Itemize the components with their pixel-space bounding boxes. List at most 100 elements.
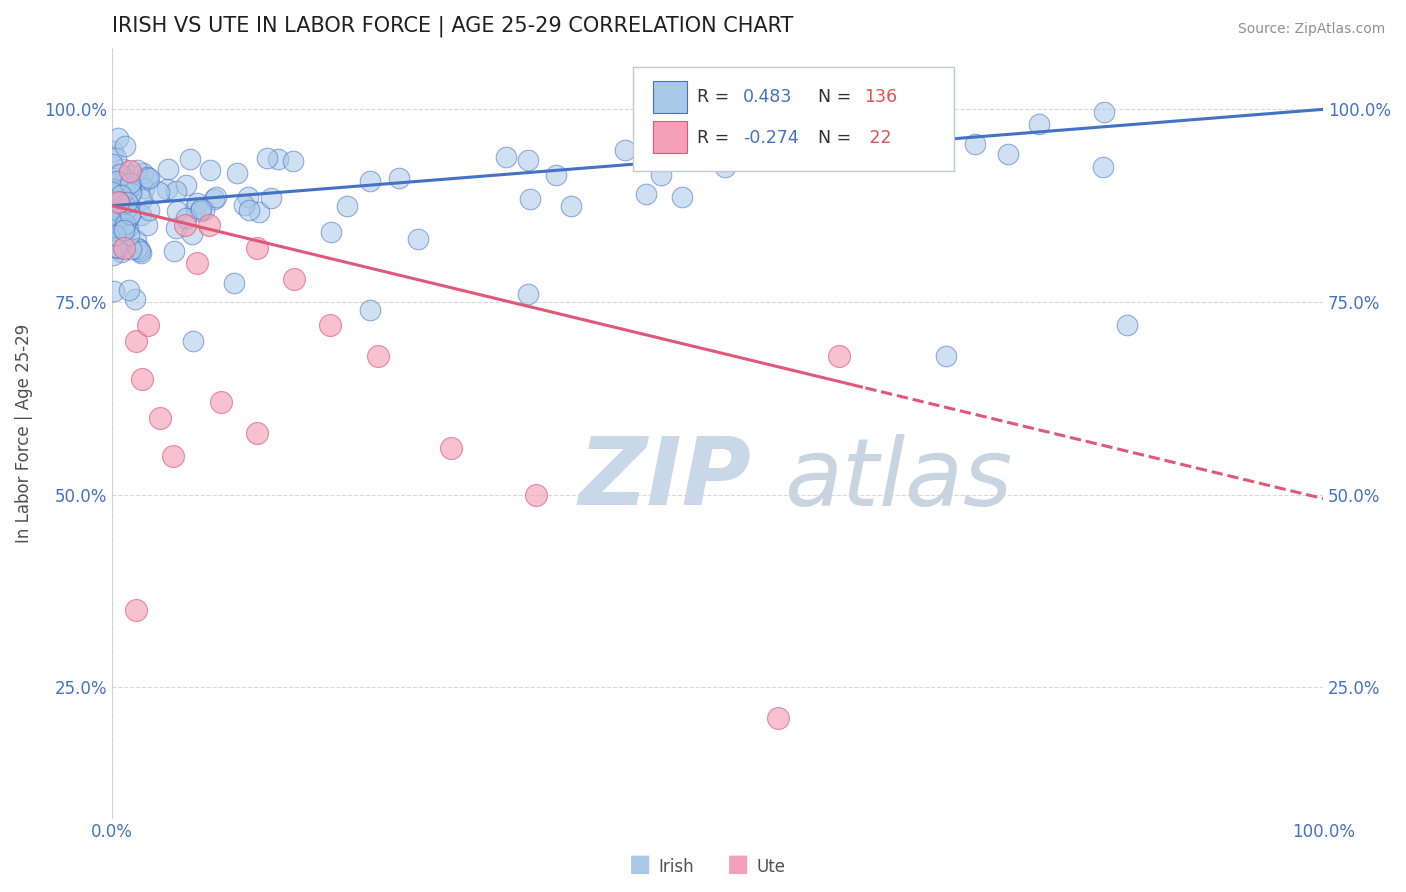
Point bbox=[115, 201, 138, 215]
Text: ■: ■ bbox=[628, 852, 651, 876]
Point bbox=[104, 202, 127, 216]
Point bbox=[131, 372, 153, 386]
Point bbox=[103, 184, 125, 198]
Point bbox=[267, 153, 290, 167]
Point bbox=[101, 180, 124, 194]
Point bbox=[118, 179, 141, 194]
Point bbox=[131, 192, 153, 206]
Point bbox=[233, 198, 256, 212]
Text: Ute: Ute bbox=[756, 858, 786, 876]
Y-axis label: In Labor Force | Age 25-29: In Labor Force | Age 25-29 bbox=[15, 324, 32, 542]
Point bbox=[129, 245, 152, 260]
Point bbox=[162, 449, 184, 463]
Point bbox=[115, 199, 138, 213]
Point bbox=[101, 185, 124, 199]
Point bbox=[440, 442, 463, 456]
Point bbox=[136, 218, 159, 232]
Point bbox=[157, 161, 180, 176]
Point bbox=[226, 166, 249, 180]
Text: ■: ■ bbox=[727, 852, 749, 876]
Point bbox=[118, 176, 141, 190]
Point bbox=[173, 218, 195, 232]
Point bbox=[135, 169, 157, 184]
Point bbox=[997, 146, 1019, 161]
Point bbox=[209, 395, 232, 409]
Point bbox=[112, 241, 135, 255]
Point bbox=[120, 164, 142, 178]
Point bbox=[104, 240, 127, 254]
Point bbox=[193, 202, 215, 217]
Point bbox=[132, 166, 155, 180]
Point bbox=[107, 241, 129, 255]
Point bbox=[827, 349, 849, 363]
Point bbox=[183, 334, 205, 348]
Point bbox=[118, 198, 141, 212]
Point bbox=[495, 151, 517, 165]
Point bbox=[181, 227, 204, 241]
Point bbox=[198, 218, 221, 232]
Text: Source: ZipAtlas.com: Source: ZipAtlas.com bbox=[1237, 22, 1385, 37]
Point bbox=[105, 151, 128, 165]
Point bbox=[136, 171, 159, 186]
Point bbox=[165, 185, 187, 199]
Point bbox=[125, 234, 148, 248]
Point bbox=[838, 109, 860, 123]
Point bbox=[114, 218, 136, 232]
Point bbox=[125, 163, 148, 178]
Point bbox=[281, 153, 304, 168]
Point bbox=[132, 181, 155, 195]
Point bbox=[1091, 160, 1114, 174]
FancyBboxPatch shape bbox=[633, 67, 953, 171]
Point bbox=[103, 219, 125, 234]
Point bbox=[118, 207, 141, 221]
Text: R =: R = bbox=[697, 88, 735, 106]
Point bbox=[120, 184, 142, 198]
Point bbox=[149, 410, 172, 425]
Point bbox=[259, 191, 281, 205]
Point bbox=[101, 182, 124, 196]
Point bbox=[114, 139, 136, 153]
Point bbox=[156, 182, 179, 196]
Point bbox=[517, 153, 540, 167]
Point bbox=[124, 292, 146, 306]
Point bbox=[111, 198, 134, 212]
Point bbox=[101, 223, 124, 237]
Point bbox=[921, 105, 943, 120]
Point bbox=[519, 192, 541, 206]
Point bbox=[517, 287, 540, 301]
Point bbox=[120, 243, 142, 257]
Point bbox=[200, 162, 222, 177]
Point bbox=[105, 174, 128, 188]
Point bbox=[103, 284, 125, 298]
Text: 0.483: 0.483 bbox=[742, 88, 793, 106]
Point bbox=[174, 178, 197, 192]
Point bbox=[283, 272, 305, 286]
Point bbox=[107, 181, 129, 195]
Point bbox=[935, 349, 957, 363]
Point bbox=[256, 151, 278, 165]
Point bbox=[236, 190, 259, 204]
Point bbox=[103, 203, 125, 218]
Point bbox=[634, 186, 657, 201]
Point bbox=[128, 244, 150, 258]
Point bbox=[166, 204, 188, 219]
Point bbox=[125, 603, 148, 617]
Point bbox=[650, 169, 672, 183]
Point bbox=[105, 199, 128, 213]
Point bbox=[107, 211, 129, 226]
Text: 136: 136 bbox=[865, 88, 897, 106]
Point bbox=[112, 181, 135, 195]
Bar bbox=[654, 81, 688, 113]
Point bbox=[188, 204, 211, 219]
Point bbox=[112, 219, 135, 234]
Point bbox=[107, 195, 129, 210]
Point bbox=[560, 198, 582, 212]
Point bbox=[112, 161, 135, 176]
Point bbox=[335, 199, 357, 213]
Point bbox=[246, 425, 269, 440]
Point bbox=[118, 193, 141, 207]
Point bbox=[184, 201, 207, 215]
Point bbox=[127, 241, 149, 255]
Point bbox=[114, 218, 136, 232]
Point bbox=[104, 227, 127, 242]
